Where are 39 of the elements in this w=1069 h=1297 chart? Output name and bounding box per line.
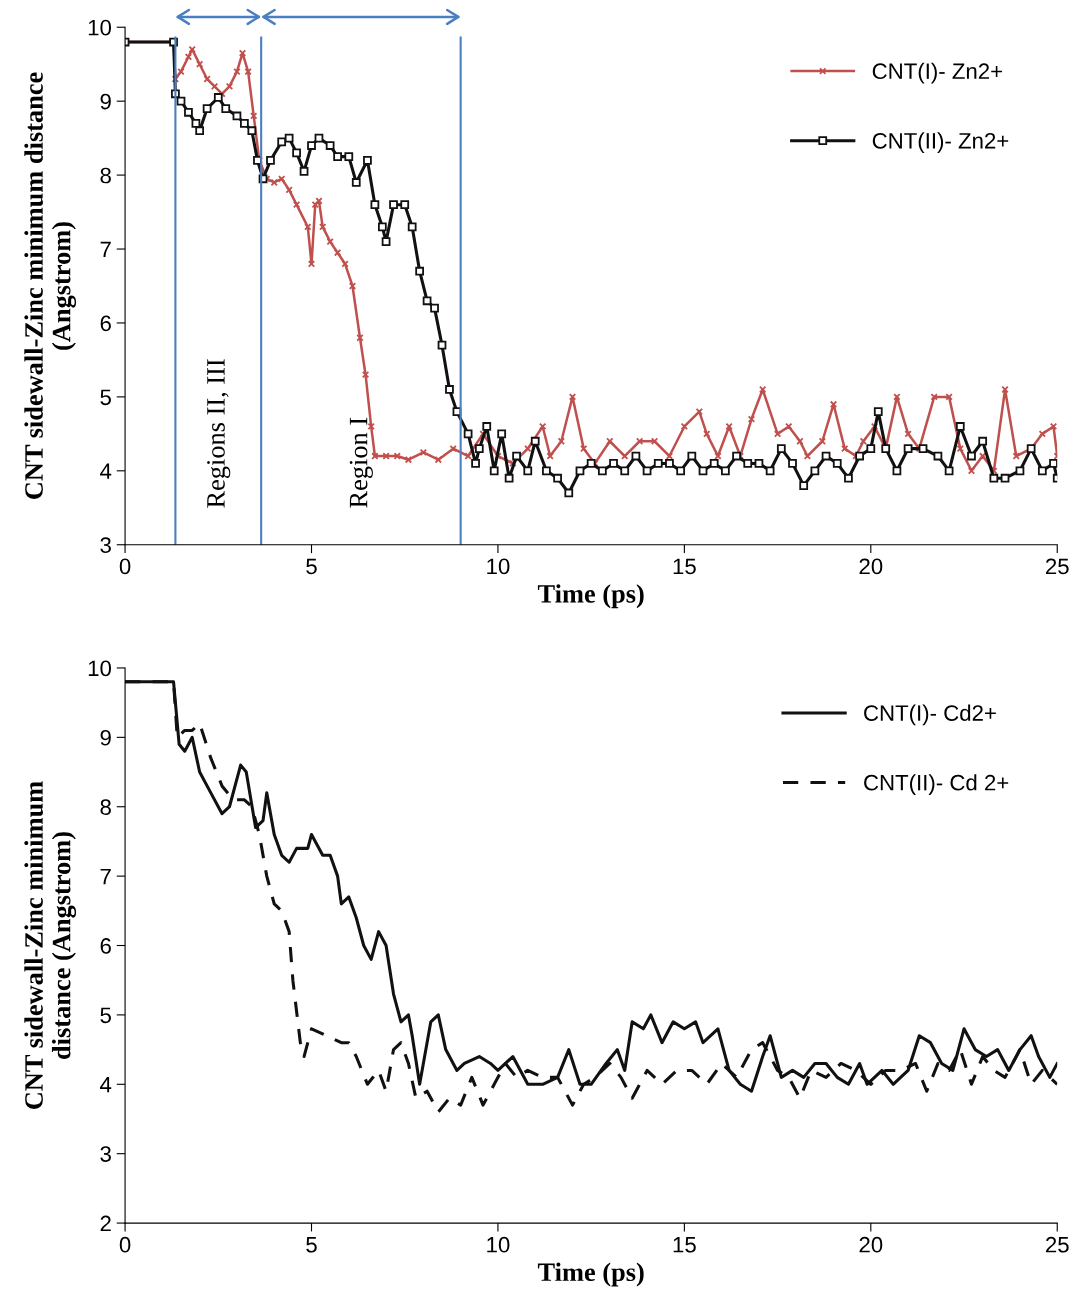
y-tick-label: 7 (100, 241, 111, 258)
legend-label: CNT(I)- Zn2+ (872, 62, 1003, 84)
y-tick-label: 8 (100, 799, 111, 815)
y-tick-label: 4 (100, 1077, 112, 1093)
y-tick-label: 9 (100, 93, 111, 110)
x-tick-label: 0 (119, 558, 131, 575)
x-axis-title: Time (ps) (537, 584, 644, 609)
y-tick-label: 6 (100, 315, 111, 332)
y-tick-label: 7 (100, 868, 111, 885)
x-tick-label: 5 (306, 1237, 317, 1253)
y-tick-label: 8 (100, 167, 111, 184)
x-tick-label: 15 (673, 558, 696, 575)
legend-label: CNT(II)- Zn2+ (872, 132, 1009, 154)
x-tick-label: 25 (1046, 558, 1069, 575)
x-tick-label: 5 (306, 558, 317, 575)
y-axis-title: CNT sidewall-Zinc minimum distance (Angstrom) (24, 72, 77, 499)
y-tick-label: 6 (100, 938, 111, 954)
x-tick-label: 20 (859, 1236, 883, 1253)
y-tick-label: 5 (100, 389, 111, 406)
x-tick-label: 15 (673, 1237, 696, 1253)
y-tick-label: 3 (100, 537, 111, 554)
x-tick-label: 10 (487, 558, 510, 575)
x-tick-label: 20 (859, 558, 883, 575)
y-axis-title: CNT sidewall-Zinc minimum distance (Angstrom) (24, 781, 77, 1109)
x-tick-label: 10 (487, 1236, 510, 1253)
y-tick-label: 9 (100, 729, 111, 746)
legend-label: CNT(II)- Cd 2+ (864, 774, 1009, 795)
y-tick-label: 10 (88, 19, 112, 36)
y-tick-label: 4 (100, 463, 112, 479)
y-tick-label: 2 (100, 1215, 111, 1232)
x-tick-label: 0 (119, 1236, 131, 1253)
legend-label: CNT(I)- Cd2+ (864, 704, 996, 726)
annotation: Regions II, III (207, 359, 231, 508)
annotation: Region I (349, 417, 373, 508)
x-tick-label: 25 (1046, 1236, 1069, 1253)
y-tick-label: 3 (100, 1146, 111, 1162)
y-tick-label: 10 (88, 660, 112, 677)
y-tick-label: 5 (100, 1007, 111, 1024)
x-axis-title: Time (ps) (537, 1262, 644, 1287)
